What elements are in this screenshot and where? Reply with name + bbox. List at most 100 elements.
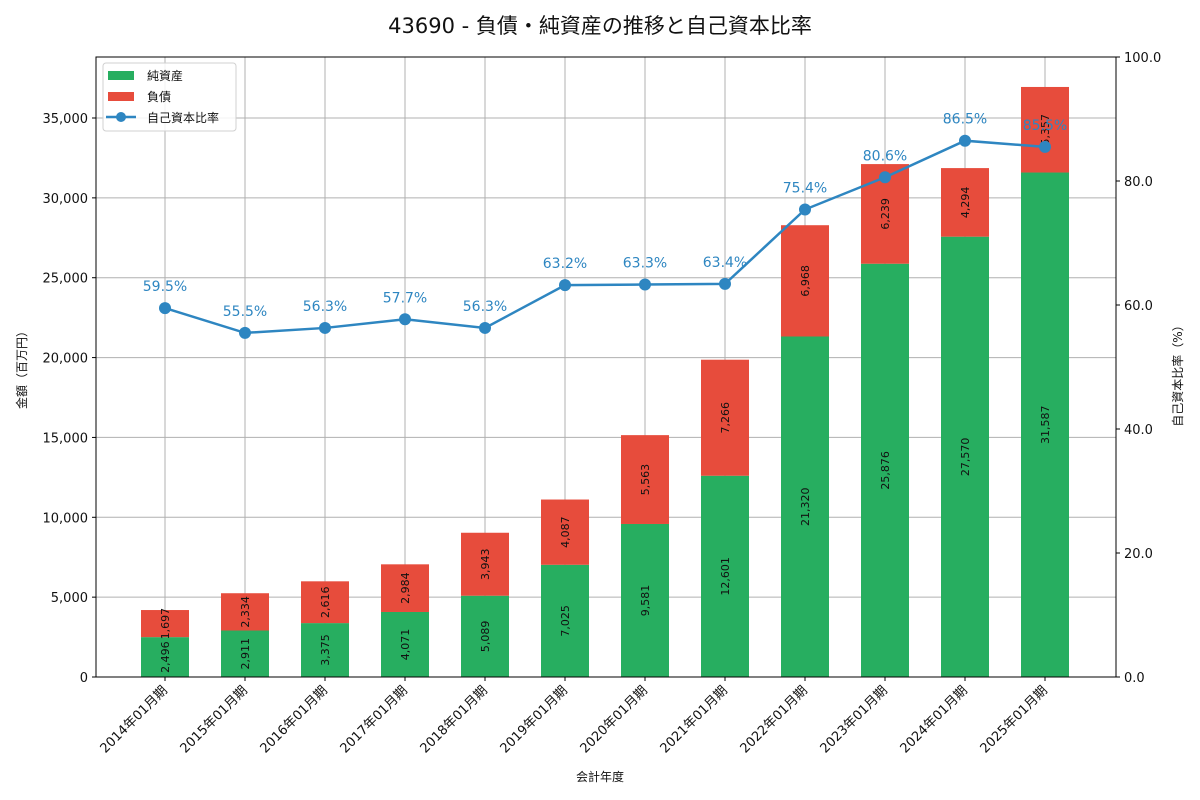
bar-net-assets <box>461 595 509 677</box>
ratio-label: 63.4% <box>703 255 747 271</box>
ratio-marker <box>319 321 331 334</box>
bar-net-assets <box>701 475 749 677</box>
legend-label: 負債 <box>147 89 171 104</box>
bar-net-assets <box>781 336 829 677</box>
y-axis-label: 金額（百万円） <box>14 325 29 409</box>
legend-marker <box>116 112 126 122</box>
bar-label-net-assets: 9,581 <box>639 585 652 617</box>
x-tick-label: 2025年01月期 <box>978 683 1051 756</box>
y-tick-label: 5,000 <box>51 591 88 606</box>
bar-label-net-assets: 2,911 <box>239 638 252 670</box>
x-axis-label: 会計年度 <box>576 769 624 784</box>
ratio-line <box>164 139 1046 335</box>
bar-net-assets <box>301 623 349 677</box>
y-tick-label: 35,000 <box>43 112 89 127</box>
y-tick-label: 15,000 <box>43 431 89 446</box>
chart-title: 43690 - 負債・純資産の推移と自己資本比率 <box>388 14 812 38</box>
legend-swatch <box>108 71 134 80</box>
y2-tick-label: 20.0 <box>1124 547 1153 562</box>
bar-net-assets <box>861 263 909 677</box>
bar-label-liabilities: 1,697 <box>159 608 172 640</box>
ratio-marker <box>799 203 811 216</box>
x-tick-label: 2016年01月期 <box>258 683 331 756</box>
ratio-marker <box>719 277 731 290</box>
bar-liabilities <box>621 435 669 524</box>
x-tick-label: 2019年01月期 <box>498 683 571 756</box>
ratio-marker <box>159 302 171 315</box>
y2-tick-label: 0.0 <box>1124 671 1145 686</box>
bar-label-liabilities: 4,087 <box>559 516 572 548</box>
legend-label: 純資産 <box>147 68 183 83</box>
y2-axis-label: 自己資本比率（%） <box>1170 319 1185 426</box>
legend-box <box>102 62 237 132</box>
y-tick-label: 0 <box>80 671 88 686</box>
ratio-marker <box>1039 140 1051 153</box>
y-tick-label: 10,000 <box>43 511 89 526</box>
bar-net-assets <box>541 564 589 677</box>
bar-liabilities <box>461 532 509 596</box>
y-tick-label: 20,000 <box>43 352 89 367</box>
bar-label-net-assets: 7,025 <box>559 605 572 637</box>
bar-liabilities <box>701 359 749 476</box>
bar-label-liabilities: 2,984 <box>399 572 412 604</box>
x-tick-label: 2022年01月期 <box>738 683 811 756</box>
bar-label-liabilities: 5,563 <box>639 464 652 496</box>
bar-label-liabilities: 3,943 <box>479 548 492 580</box>
x-tick-label: 2021年01月期 <box>658 683 731 756</box>
bar-label-net-assets: 21,320 <box>799 487 812 526</box>
ratio-marker <box>959 134 971 147</box>
y-tick-label: 30,000 <box>43 192 89 207</box>
ratio-marker <box>639 278 651 291</box>
ratio-label: 59.5% <box>143 279 187 295</box>
y2-tick-label: 60.0 <box>1124 299 1153 314</box>
bar-label-liabilities: 2,334 <box>239 596 252 628</box>
bar-label-net-assets: 3,375 <box>319 634 332 666</box>
bar-label-net-assets: 2,496 <box>159 641 172 673</box>
bar-net-assets <box>381 611 429 677</box>
x-tick-label: 2015年01月期 <box>178 683 251 756</box>
bar-liabilities <box>221 593 269 631</box>
bar-liabilities <box>1021 86 1069 173</box>
x-tick-label: 2020年01月期 <box>578 683 651 756</box>
axes: 0 5,000 10,000 15,000 20,000 25,000 30,000 35,0… <box>14 51 1185 784</box>
ratio-label: 63.3% <box>623 256 667 272</box>
bar-net-assets <box>1021 172 1069 677</box>
bar-net-assets <box>141 637 189 677</box>
bar-net-assets <box>621 523 669 677</box>
legend-label: 自己資本比率 <box>147 110 219 125</box>
ratio-marker <box>879 171 891 184</box>
ratio-marker <box>239 326 251 339</box>
bar-label-liabilities: 7,266 <box>719 402 732 434</box>
bar-net-assets <box>221 630 269 677</box>
bar-label-net-assets: 4,071 <box>399 629 412 661</box>
bar-liabilities <box>941 168 989 237</box>
bar-label-net-assets: 27,570 <box>959 438 972 477</box>
ratio-label: 57.7% <box>383 290 427 306</box>
ratio-label: 85.5% <box>1023 118 1067 134</box>
ratio-marker <box>479 321 491 334</box>
equity-ratio-line: 59.5% 55.5% 56.3% 57.7% 56.3% 63.2% 63.3% 63.4%… <box>143 112 1067 339</box>
x-tick-label: 2018年01月期 <box>418 683 491 756</box>
bar-label-net-assets: 5,089 <box>479 621 492 653</box>
y2-tick-label: 40.0 <box>1124 423 1153 438</box>
bar-liabilities <box>301 581 349 624</box>
bar-label-liabilities: 6,968 <box>799 265 812 297</box>
ratio-label: 63.2% <box>543 256 587 272</box>
bar-liabilities <box>141 610 189 638</box>
bar-net-assets <box>941 236 989 678</box>
y-tick-label: 25,000 <box>43 272 89 287</box>
ratio-marker <box>399 313 411 326</box>
x-tick-label: 2023年01月期 <box>818 683 891 756</box>
bar-label-net-assets: 25,876 <box>879 451 892 490</box>
x-tick-label: 2017年01月期 <box>338 683 411 756</box>
ratio-label: 75.4% <box>783 181 827 197</box>
bar-liabilities <box>381 564 429 612</box>
bar-label-liabilities: 2,616 <box>319 586 332 618</box>
ratio-label: 56.3% <box>303 299 347 315</box>
bar-label-net-assets: 12,601 <box>719 557 732 596</box>
y2-tick-label: 80.0 <box>1124 175 1153 190</box>
ratio-marker <box>559 279 571 292</box>
